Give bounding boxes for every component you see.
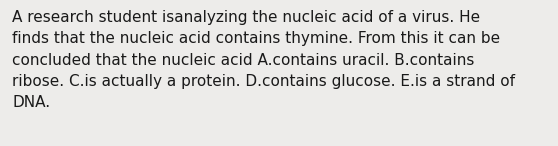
Text: A research student isanalyzing the nucleic acid of a virus. He
finds that the nu: A research student isanalyzing the nucle… [12,10,515,110]
